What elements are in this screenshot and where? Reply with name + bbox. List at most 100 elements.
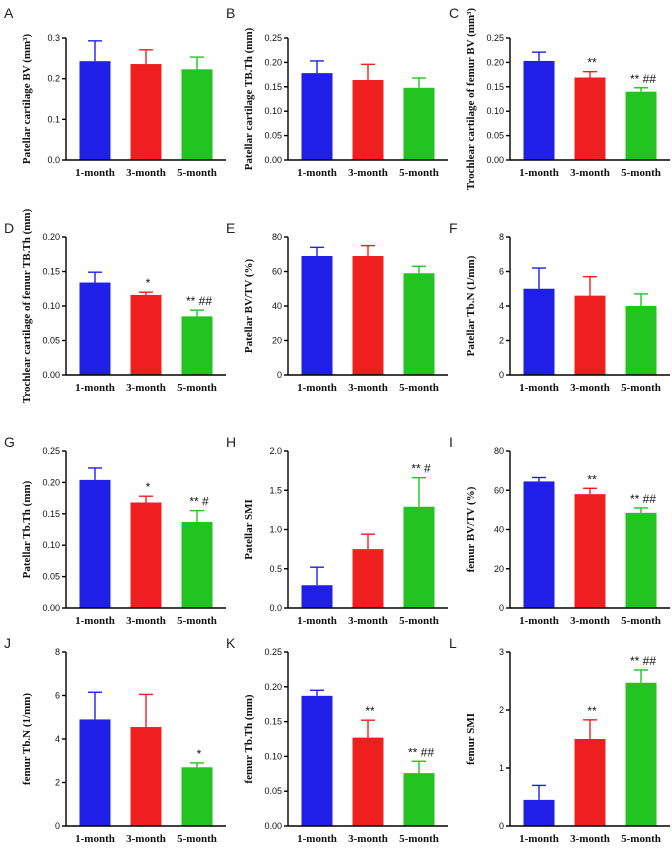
bar-1-month — [523, 481, 555, 608]
y-tick-label: 2 — [55, 778, 60, 788]
bar-1-month — [79, 282, 111, 375]
category-label: 3-month — [126, 382, 166, 394]
y-tick-label: 20 — [494, 564, 504, 574]
y-tick-label: 0.10 — [42, 540, 60, 550]
y-tick-label: 0 — [499, 603, 504, 613]
panel-letter: F — [449, 220, 458, 236]
y-tick-label: 0.05 — [264, 786, 282, 796]
y-tick-label: 80 — [272, 232, 282, 242]
y-axis-label: femur Tb.N (1/mm) — [21, 693, 33, 786]
bar-5-month — [625, 91, 657, 160]
bar-1-month — [301, 585, 333, 608]
bar-1-month — [523, 799, 555, 826]
panel-g: G 1-month * 3-month ** # 5-month 0.00 0.05 0.10 0… — [4, 434, 226, 627]
y-tick-label: 4 — [55, 734, 60, 744]
y-tick-label: 0.20 — [264, 682, 282, 692]
y-tick-label: 0.00 — [42, 370, 60, 380]
y-axis-label: Patellar BV/TV (%) — [243, 259, 255, 354]
category-label: 5-month — [399, 382, 439, 394]
y-tick-label: 0.05 — [42, 336, 60, 346]
significance-label: ** ## — [408, 745, 434, 759]
panel-letter: H — [226, 434, 236, 450]
bar-1-month — [523, 60, 555, 160]
y-tick-label: 8 — [55, 647, 60, 657]
y-axis-label: Patellar Tb.N (1/mm) — [465, 255, 477, 356]
significance-label: ** — [587, 472, 597, 486]
bar-3-month — [130, 64, 162, 160]
y-tick-label: 3 — [499, 647, 504, 657]
y-tick-label: 2 — [499, 336, 504, 346]
category-label: 1-month — [75, 167, 115, 179]
significance-label: ** — [587, 56, 597, 70]
y-tick-label: 0.00 — [42, 603, 60, 613]
bar-1-month — [523, 288, 555, 375]
y-tick-label: 0.10 — [486, 106, 504, 116]
y-tick-label: 0.0 — [47, 155, 60, 165]
category-label: 3-month — [570, 615, 610, 627]
panel-l: L 1-month ** 3-month ** ## 5-month 0 1 2 3 femur S… — [449, 635, 670, 845]
bar-1-month — [79, 719, 111, 826]
y-tick-label: 0.05 — [264, 131, 282, 141]
category-label: 3-month — [126, 833, 166, 845]
y-tick-label: 0.25 — [264, 647, 282, 657]
y-tick-label: 0.05 — [42, 572, 60, 582]
panel-letter: D — [4, 220, 14, 236]
y-axis-label: femur BV/TV (%) — [465, 486, 477, 572]
bar-3-month — [574, 295, 606, 375]
significance-label: ** — [587, 704, 597, 718]
bar-3-month — [352, 549, 384, 608]
bar-3-month — [352, 737, 384, 826]
y-tick-label: 8 — [499, 232, 504, 242]
bar-5-month — [403, 273, 435, 375]
category-label: 3-month — [348, 167, 388, 179]
bar-5-month — [181, 521, 213, 608]
panel-a: A 1-month 3-month 5-month 0.0 0.1 0.2 0.3 Patell… — [4, 5, 226, 179]
significance-label: ** ## — [186, 294, 212, 308]
significance-label: ** ## — [630, 72, 656, 86]
panel-letter: G — [4, 434, 15, 450]
y-tick-label: 0.5 — [269, 564, 282, 574]
panel-b: B 1-month 3-month 5-month 0.00 0.05 0.10 0.15 0.… — [226, 5, 448, 179]
panel-e: E 1-month 3-month 5-month 0 20 40 60 80 Patellar … — [226, 220, 448, 394]
y-tick-label: 0 — [277, 370, 282, 380]
y-tick-label: 40 — [494, 525, 504, 535]
category-label: 3-month — [570, 382, 610, 394]
bar-3-month — [574, 494, 606, 608]
y-tick-label: 0.3 — [47, 33, 60, 43]
significance-label: * — [146, 480, 151, 494]
panel-c: C 1-month ** 3-month ** ## 5-month 0.00 0.05 0.1… — [449, 5, 670, 190]
category-label: 3-month — [348, 615, 388, 627]
bar-3-month — [352, 79, 384, 160]
y-tick-label: 1.0 — [269, 525, 282, 535]
y-axis-label: Patellar cartilage BV (mm³) — [21, 34, 33, 165]
bar-5-month — [625, 682, 657, 826]
bar-5-month — [181, 69, 213, 160]
y-tick-label: 0.10 — [42, 301, 60, 311]
significance-label: * — [197, 747, 202, 761]
y-tick-label: 0.00 — [264, 821, 282, 831]
significance-label: * — [146, 276, 151, 290]
category-label: 1-month — [75, 382, 115, 394]
category-label: 5-month — [177, 382, 217, 394]
y-tick-label: 60 — [494, 485, 504, 495]
y-tick-label: 0.0 — [269, 603, 282, 613]
significance-label: ** # — [411, 462, 431, 476]
significance-label: ** ## — [630, 654, 656, 668]
y-tick-label: 60 — [272, 267, 282, 277]
bar-5-month — [403, 773, 435, 826]
y-tick-label: 2.0 — [269, 446, 282, 456]
category-label: 3-month — [126, 615, 166, 627]
bar-5-month — [181, 316, 213, 375]
y-axis-label: Trochlear cartilage of femur BV (mm³) — [465, 8, 477, 191]
category-label: 3-month — [570, 833, 610, 845]
y-tick-label: 0 — [499, 370, 504, 380]
category-label: 1-month — [297, 833, 337, 845]
y-tick-label: 0.10 — [264, 751, 282, 761]
y-axis-label: Patellar cartilage TB.Th (mm) — [243, 27, 255, 170]
category-label: 5-month — [621, 167, 661, 179]
panel-letter: B — [226, 5, 235, 21]
y-tick-label: 0.20 — [486, 57, 504, 67]
bar-3-month — [574, 739, 606, 826]
category-label: 1-month — [75, 615, 115, 627]
